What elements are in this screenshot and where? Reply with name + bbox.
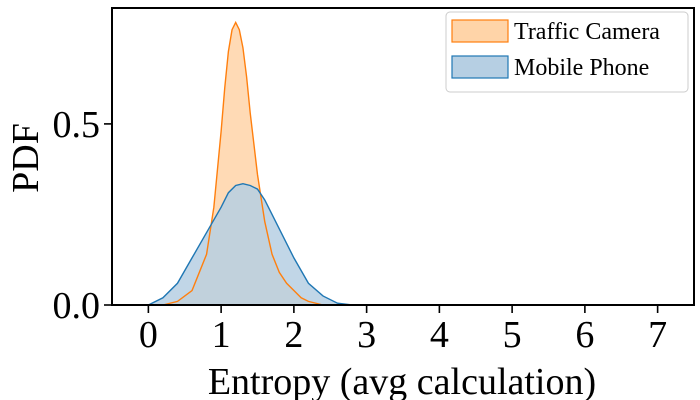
y-tick-label: 0.0: [53, 285, 101, 327]
axes-frame: [111, 7, 695, 306]
y-axis-ticks: 0.0 0.5: [53, 104, 112, 327]
x-axis-ticks: 0 1 2 3 4 5 6 7: [139, 305, 667, 356]
legend-swatch-0: [451, 19, 509, 43]
x-tick-label: 1: [212, 314, 231, 356]
legend-label-0: Traffic Camera: [514, 19, 660, 45]
series-area-0: [162, 22, 323, 306]
x-tick-label: 6: [575, 314, 594, 356]
x-axis-title: Entropy (avg calculation): [208, 361, 596, 400]
y-tick-label: 0.5: [53, 104, 101, 146]
x-tick-label: 0: [139, 314, 158, 356]
x-tick-label: 5: [503, 314, 522, 356]
legend-swatch-1: [451, 55, 509, 79]
plot-area: [111, 7, 695, 306]
x-tick-label: 2: [284, 314, 303, 356]
series-area-1: [148, 183, 353, 305]
x-tick-label: 7: [648, 314, 667, 356]
series-line-1: [148, 182, 353, 306]
legend: Traffic Camera Mobile Phone: [445, 11, 689, 93]
x-tick-label: 3: [357, 314, 376, 356]
legend-label-1: Mobile Phone: [514, 55, 649, 81]
x-tick-label: 4: [430, 314, 449, 356]
y-axis-title: PDF: [5, 123, 47, 193]
